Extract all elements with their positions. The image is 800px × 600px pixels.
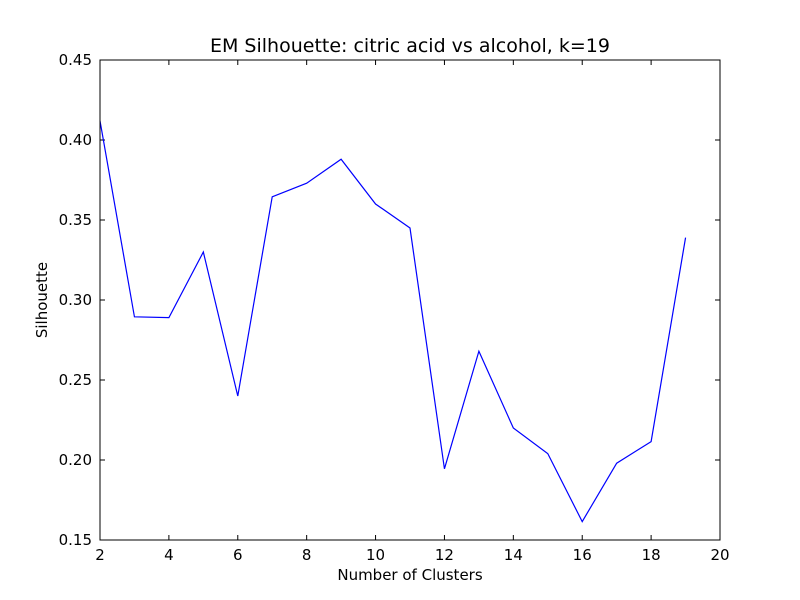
x-tick-label: 4 xyxy=(164,546,174,564)
series-layer xyxy=(99,120,687,523)
x-tick-label: 8 xyxy=(302,546,312,564)
plot-frame xyxy=(99,59,721,541)
x-tick-label: 2 xyxy=(95,546,105,564)
ticks-layer: 2 4 6 8 10 12 14 16 18 20 0.15 0.20 0.25 0.30 0.35 0.40… xyxy=(59,51,730,564)
x-tick-label: 12 xyxy=(435,546,454,564)
x-tick-label: 14 xyxy=(504,546,523,564)
chart-title: EM Silhouette: citric acid vs alcohol, k… xyxy=(210,35,610,57)
y-tick-label: 0.20 xyxy=(59,451,92,469)
x-tick-label: 6 xyxy=(233,546,243,564)
y-tick-label: 0.40 xyxy=(59,131,92,149)
x-axis-label: Number of Clusters xyxy=(337,566,482,584)
x-tick-label: 10 xyxy=(366,546,385,564)
x-tick-label: 16 xyxy=(573,546,592,564)
y-tick-label: 0.15 xyxy=(59,531,92,549)
y-tick-label: 0.25 xyxy=(59,371,92,389)
series-line xyxy=(99,120,687,523)
y-tick-label: 0.30 xyxy=(59,291,92,309)
x-tick-label: 20 xyxy=(710,546,729,564)
y-tick-label: 0.35 xyxy=(59,211,92,229)
x-tick-label: 18 xyxy=(642,546,661,564)
y-tick-label: 0.45 xyxy=(59,51,92,69)
y-axis-label: Silhouette xyxy=(33,262,51,338)
